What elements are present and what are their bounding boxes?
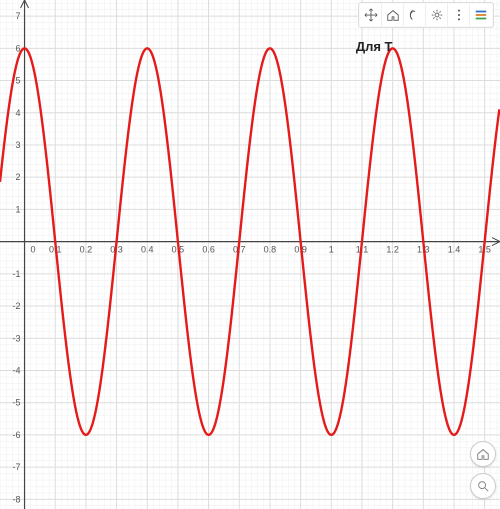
svg-text:-8: -8 [13,494,21,504]
svg-text:1.4: 1.4 [448,245,461,255]
svg-text:1: 1 [329,245,334,255]
settings-button[interactable] [426,4,448,26]
style-button[interactable] [470,4,492,26]
home-button[interactable] [382,4,404,26]
menu-icon [452,8,466,22]
svg-text:-1: -1 [13,269,21,279]
crosshair-icon [364,8,378,22]
svg-text:7: 7 [16,11,21,21]
svg-text:0.2: 0.2 [80,245,93,255]
svg-text:-7: -7 [13,462,21,472]
corner-controls [470,441,496,499]
reset-view-button[interactable] [470,441,496,467]
svg-text:1.2: 1.2 [386,245,399,255]
style-bars-icon [474,8,488,22]
svg-text:-2: -2 [13,301,21,311]
svg-text:5: 5 [16,76,21,86]
move-tool-button[interactable] [360,4,382,26]
svg-text:1: 1 [16,204,21,214]
gear-icon [430,8,444,22]
svg-text:-3: -3 [13,333,21,343]
undo-icon [408,8,422,22]
undo-button[interactable] [404,4,426,26]
svg-text:4: 4 [16,108,21,118]
svg-text:0: 0 [31,245,36,255]
home-icon [386,8,400,22]
svg-text:-5: -5 [13,398,21,408]
svg-text:0.6: 0.6 [202,245,215,255]
annotation-label: Для T [356,39,393,54]
svg-text:-6: -6 [13,430,21,440]
top-toolbar [358,2,494,28]
svg-text:2: 2 [16,172,21,182]
home-icon [476,447,490,461]
svg-text:0.8: 0.8 [264,245,277,255]
svg-text:0.4: 0.4 [141,245,154,255]
svg-text:-4: -4 [13,365,21,375]
menu-button[interactable] [448,4,470,26]
svg-text:3: 3 [16,140,21,150]
graph-canvas[interactable]: 00.10.20.30.40.50.60.70.80.911.11.21.31.… [0,0,500,509]
zoom-button[interactable] [470,473,496,499]
zoom-icon [476,479,490,493]
